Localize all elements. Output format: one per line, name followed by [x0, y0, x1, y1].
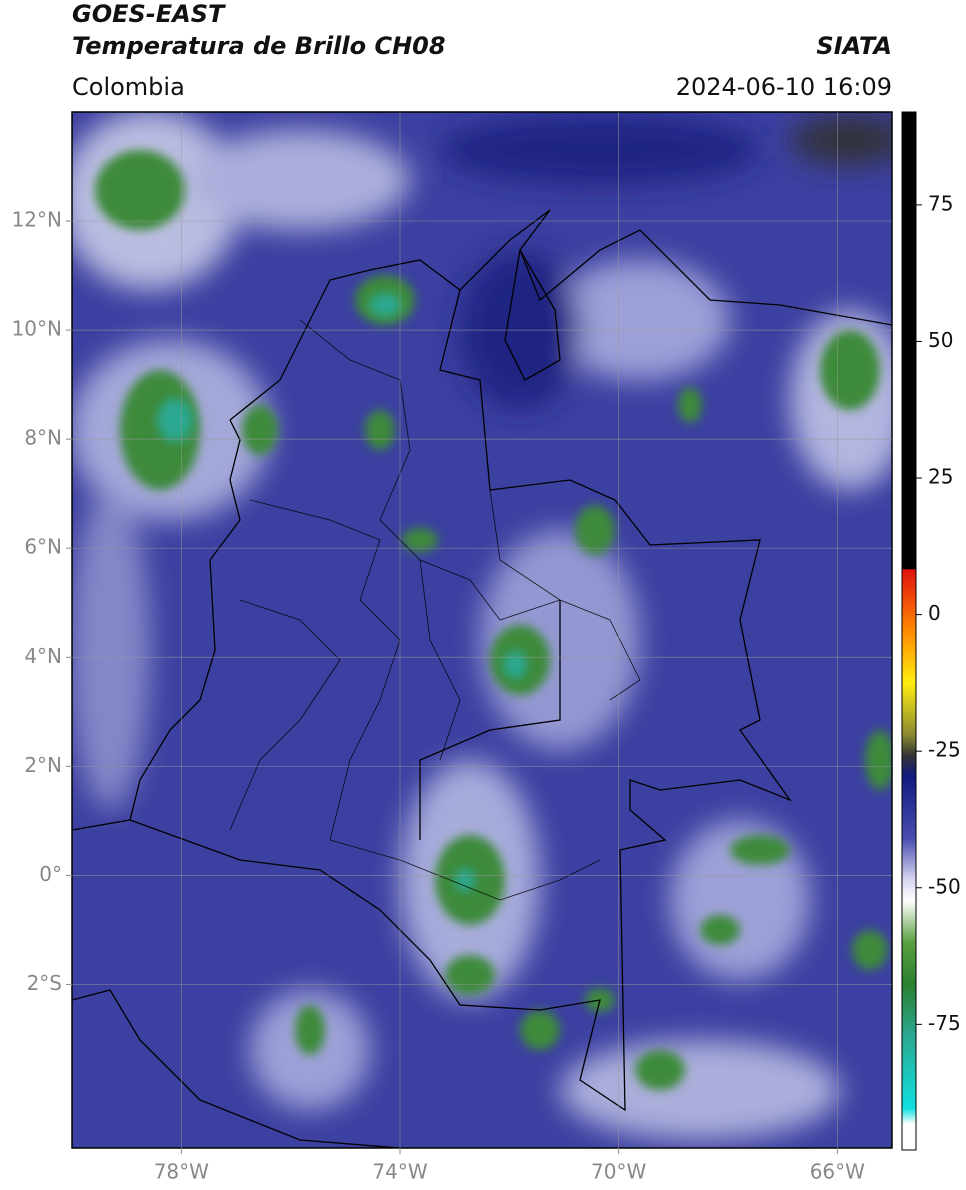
colorbar [901, 111, 917, 1151]
colorbar-label: 50 [928, 328, 953, 352]
y-tick-label: 2°N [24, 753, 62, 777]
colorbar-label: -75 [928, 1011, 961, 1035]
y-tick-label: 0° [39, 862, 62, 886]
x-tick-label: 66°W [810, 1160, 865, 1184]
y-tick-label: 2°S [27, 971, 62, 995]
datetime: 2024-06-10 16:09 [676, 73, 892, 101]
y-tick-label: 10°N [12, 317, 62, 341]
colorbar-label: 0 [928, 601, 941, 625]
source: SIATA [816, 32, 892, 60]
y-tick-label: 12°N [12, 208, 62, 232]
x-tick-label: 78°W [154, 1160, 209, 1184]
colorbar-label: -25 [928, 738, 961, 762]
colorbar-label: 25 [928, 465, 953, 489]
map-frame [71, 111, 893, 1149]
title: GOES-EAST [72, 0, 226, 28]
colorbar-label: 75 [928, 191, 953, 215]
colorbar-label: -50 [928, 874, 961, 898]
satellite-image [72, 112, 892, 1148]
region: Colombia [72, 73, 185, 101]
x-tick-label: 74°W [372, 1160, 427, 1184]
y-tick-label: 4°N [24, 644, 62, 668]
x-tick-label: 70°W [591, 1160, 646, 1184]
title: Temperatura de Brillo CH08 [72, 32, 446, 60]
y-tick-label: 8°N [24, 426, 62, 450]
y-tick-label: 6°N [24, 535, 62, 559]
